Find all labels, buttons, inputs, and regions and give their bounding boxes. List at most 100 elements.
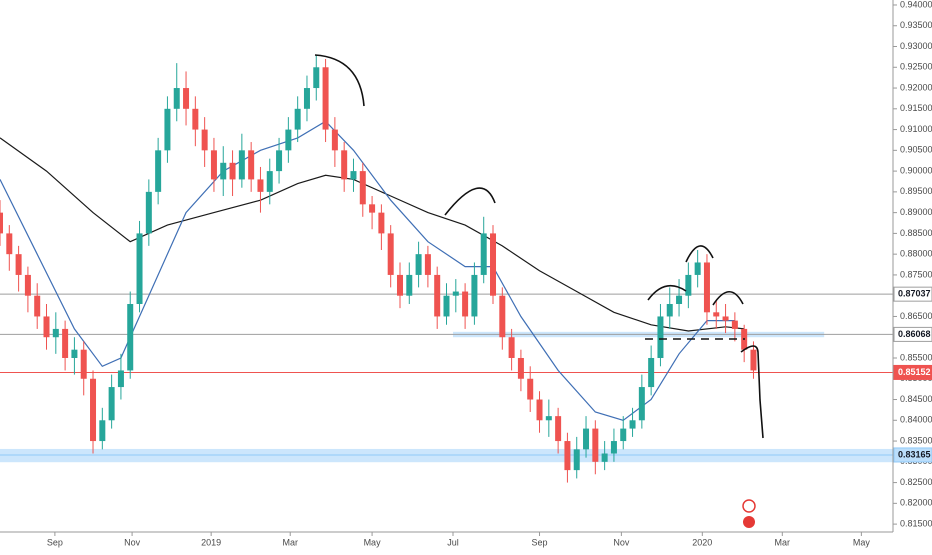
candle-body [406,274,413,296]
candle-body [257,179,264,192]
candle-body [620,428,627,442]
candle-body [183,88,190,109]
y-tick-label: 0.92000 [900,82,932,92]
x-tick-label: Nov [613,537,630,547]
candle-body [155,150,162,192]
candle-body [350,171,357,180]
candle-body [545,416,552,421]
candle-body [322,67,329,130]
y-tick-label: 0.81500 [900,518,932,528]
candle-body [527,378,534,400]
y-tick-label: 0.88000 [900,249,932,259]
candle-body [378,212,385,234]
arc-drawing [685,245,714,263]
arc-drawing [444,187,496,216]
candle-body [629,420,636,429]
price-label: 0.83165 [898,449,931,459]
candle-body [294,108,301,130]
y-tick-label: 0.90000 [900,165,932,175]
y-tick-label: 0.82500 [900,477,932,487]
x-tick-label: May [364,537,382,547]
price-label-box [893,447,932,463]
candle-body [71,349,78,358]
candle-body [173,88,180,109]
candle-body [52,328,59,338]
logo [742,499,756,528]
x-tick-label: Sep [532,537,548,547]
candle-body [359,171,366,205]
x-tick-label: May [853,537,871,547]
candle-body [573,449,580,471]
y-tick-label: 0.82000 [900,498,932,508]
candle-body [387,233,394,275]
candle-body [266,171,273,192]
candle-body [703,262,710,313]
price-label: 0.86068 [898,329,931,339]
logo-dot [743,516,755,528]
y-tick-label: 0.85500 [900,352,932,362]
y-tick-label: 0.83500 [900,435,932,445]
price-label: 0.85152 [898,367,931,377]
moving-average [0,137,745,332]
candle-body [555,416,562,442]
candle-body [6,233,13,255]
x-tick-label: 2019 [201,537,221,547]
candle-body [536,399,543,421]
candle-body [676,295,683,304]
moving-average [0,120,735,421]
candle-body [117,370,124,388]
candle-body [210,150,217,180]
y-tick-label: 0.86500 [900,311,932,321]
candle-body [452,291,459,296]
x-tick-label: 2020 [692,537,712,547]
candle-body [220,162,227,180]
price-label-box [893,326,932,342]
candle-body [303,88,310,109]
candle-body [341,150,348,180]
y-tick-label: 0.89500 [900,186,932,196]
candle-body [24,274,31,296]
candle-body [248,150,255,180]
candle-body [201,129,208,151]
y-tick-label: 0.93500 [900,20,932,30]
candle-body [136,233,143,304]
candle-body [331,129,338,151]
candle-body [480,233,487,275]
candle-body [34,295,41,317]
candle-body [285,129,292,151]
candle-body [601,453,608,462]
candle-body [62,328,69,358]
y-tick-label: 0.92500 [900,62,932,72]
candle-body [396,274,403,296]
candle-body [90,378,97,442]
candle-body [471,274,478,317]
arc-drawing [647,284,687,301]
candle-body [443,295,450,317]
candle-body [508,337,515,358]
y-tick-label: 0.88500 [900,228,932,238]
candle-body [638,387,645,421]
y-tick-label: 0.91000 [900,124,932,134]
candle-body [657,316,664,358]
zone [0,448,893,463]
y-tick-label: 0.90500 [900,145,932,155]
x-tick-label: Mar [775,537,791,547]
candle-body [99,420,106,442]
candle-body [592,428,599,462]
y-tick-label: 0.84000 [900,415,932,425]
candle-body [43,316,50,338]
arc-drawing [314,54,365,107]
candle-body [434,274,441,317]
candle-body [610,441,617,454]
y-tick-label: 0.93000 [900,41,932,51]
candle-body [238,150,245,180]
arc-drawing [712,290,744,306]
x-tick-label: Mar [282,537,298,547]
candle-body [276,150,283,172]
candle-body [369,204,376,213]
candle-body [145,191,152,234]
candle-body [424,254,431,275]
candle-body [490,233,497,296]
